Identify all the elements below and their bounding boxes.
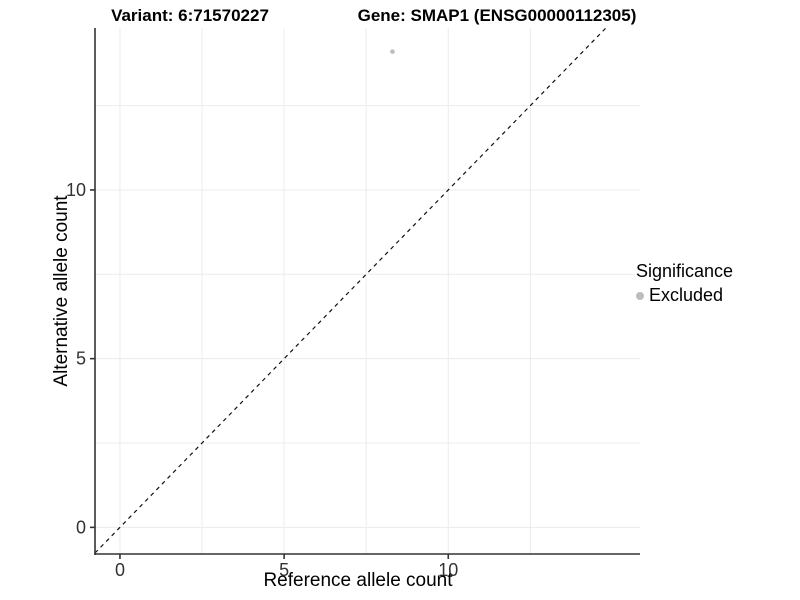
y-tick-label: 0 [76,517,86,537]
y-tick-label: 10 [66,180,86,200]
data-point [390,49,395,54]
y-axis-title: Alternative allele count [51,195,72,387]
x-tick-label: 0 [115,560,125,580]
legend-item-label: Excluded [649,285,724,305]
x-tick-label: 5 [279,560,289,580]
legend-item-excluded: Excluded [636,285,733,306]
legend-title: Significance [636,261,734,281]
gene-title: Gene: SMAP1 (ENSG00000112305) [357,6,637,25]
x-tick-label: 10 [438,560,458,580]
variant-title: Variant: 6:71570227 [111,6,269,25]
y-tick-label: 5 [76,349,86,369]
legend: Significance Excluded [636,261,733,306]
identity-dashed-line [94,27,607,554]
x-axis-title: Reference allele count [263,570,453,591]
excluded-point-icon [636,291,644,300]
